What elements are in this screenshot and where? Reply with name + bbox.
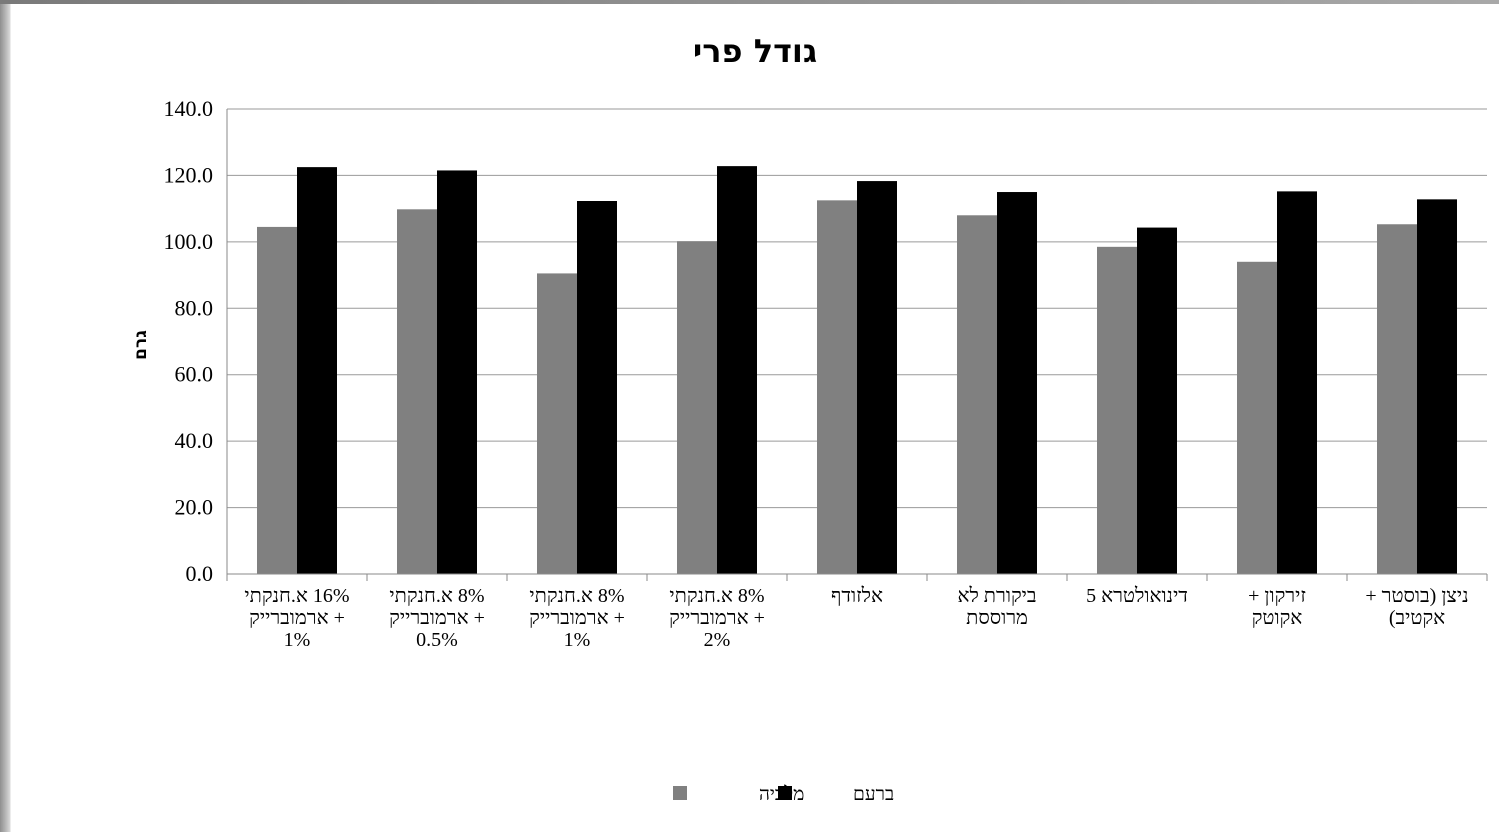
bar-series2 [1417,199,1457,575]
bar-series1 [257,226,297,575]
bar-series2 [297,167,337,574]
y-tick-label: 40.0 [175,428,214,453]
bar-series2 [577,201,617,574]
bar-series2 [857,181,897,574]
bar-series2 [997,192,1037,575]
chart-title: גודל פרי [693,32,817,70]
x-category-label-line: ניצן (בוסטר + [1365,585,1468,607]
x-category-label-line: 1% [284,629,311,651]
bar-series1 [537,273,577,574]
bar-series1 [677,241,717,574]
x-category-label-line: + ארמוברייק [249,607,345,629]
x-category-label-line: 2% [704,629,731,651]
x-category-label-line: + ארמוברייק [529,607,625,629]
bar-series1 [397,209,437,575]
x-category-label-line: אקוטק [1252,607,1303,629]
x-category-label-line: ביקורת לא [957,585,1036,607]
y-tick-label: 100.0 [164,229,214,254]
y-tick-label: 0.0 [186,561,214,586]
y-axis-label: גרם [131,330,151,360]
x-category-label: ניצן (בוסטר +אקטיב) [1365,585,1468,629]
x-category-label-line: 1% [564,629,591,651]
bar-chart: גודל פרי גרם 0.0 20.0 40.0 60.0 80.0 100.0 120… [131,32,1488,805]
x-category-label-line: זירקון + [1248,585,1306,607]
legend: מלכיהברעם [673,784,894,805]
x-category-label-line: 16% א.חנקתי [244,585,349,607]
bar-series1 [1237,261,1277,574]
x-category-label: אלזודף [831,585,883,607]
legend-swatch [778,786,792,800]
x-category-label-line: אקטיב) [1389,607,1445,629]
y-tick-label: 20.0 [175,495,214,520]
bar-series2 [717,166,757,574]
y-tick-label: 120.0 [164,162,214,187]
y-tick-labels: 0.0 20.0 40.0 60.0 80.0 100.0 120.0 140.0 [164,96,214,586]
y-tick-label: 60.0 [175,362,214,387]
bar-series2 [1277,191,1317,574]
top-border [0,0,1499,4]
legend-swatch [673,786,687,800]
x-category-label-line: דינואולטרא 5 [1086,585,1188,607]
y-tick-label: 80.0 [175,295,214,320]
bar-series1 [1097,246,1137,574]
x-category-label-line: 8% א.חנקתי [529,585,624,607]
bars-group [257,166,1457,575]
legend-label: ברעם [853,784,894,805]
bar-series2 [1137,227,1177,574]
bar-series2 [437,170,477,575]
bar-series1 [817,200,857,574]
x-category-label: זירקון +אקוטק [1248,585,1306,629]
x-category-label-line: 8% א.חנקתי [669,585,764,607]
x-category-label-line: + ארמוברייק [669,607,765,629]
axes-group [226,109,1488,581]
x-category-label-line: מרוססת [966,607,1028,629]
x-category-label: דינואולטרא 5 [1086,585,1188,607]
x-category-label-line: 0.5% [416,629,458,651]
y-tick-label: 140.0 [164,96,214,121]
x-category-label-line: אלזודף [831,585,883,607]
bar-series1 [957,215,997,575]
x-category-label-line: 8% א.חנקתי [389,585,484,607]
bar-series1 [1377,224,1417,574]
x-category-label-line: + ארמוברייק [389,607,485,629]
chart-area: גודל פרי גרם 0.0 20.0 40.0 60.0 80.0 100.0 120… [11,4,1499,832]
